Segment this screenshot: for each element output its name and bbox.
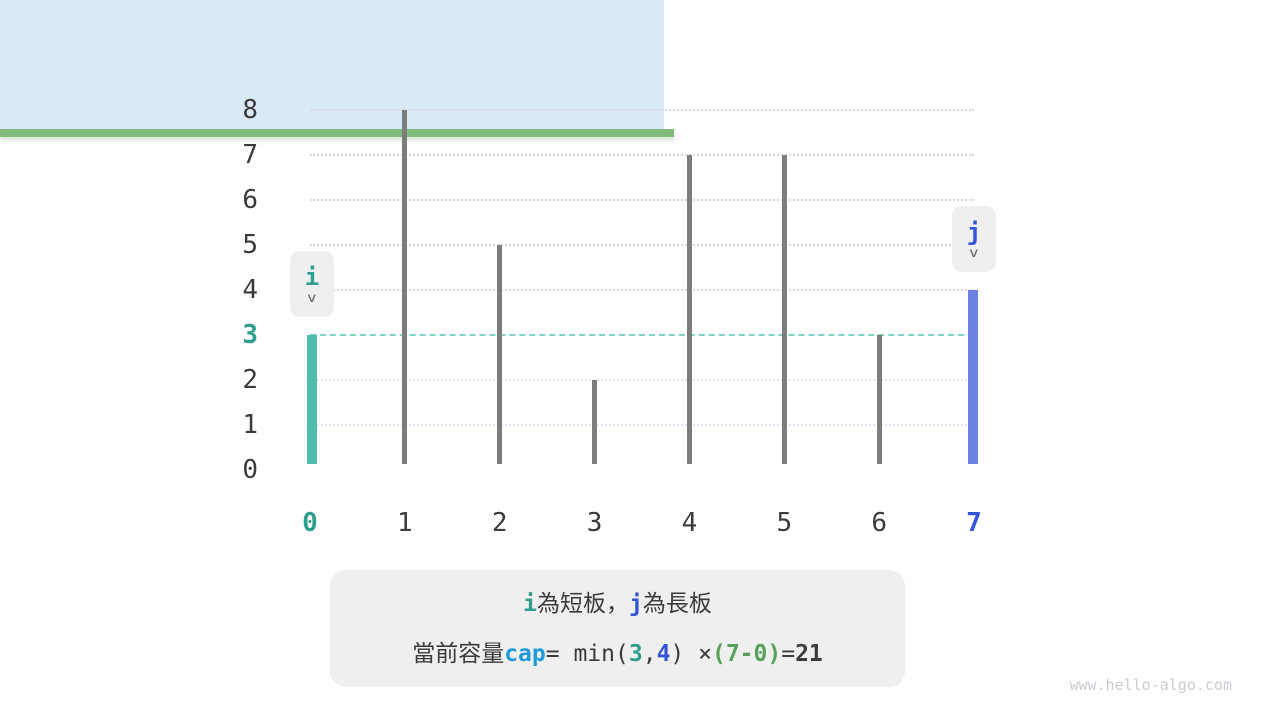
chevron-down-icon: ∨ <box>967 244 981 260</box>
water-surface-line <box>310 334 974 336</box>
gridline <box>310 109 974 111</box>
caption-segment: , <box>642 640 657 667</box>
caption-segment: 4 <box>656 640 671 667</box>
x-tick-label: 1 <box>397 508 413 538</box>
pointer-bar-j <box>968 290 978 464</box>
y-tick-label: 7 <box>242 140 258 170</box>
caption-segment: 為長板 <box>642 590 712 617</box>
gridline <box>310 289 974 291</box>
water-area <box>0 0 664 129</box>
gridline <box>310 424 974 426</box>
caption-segment: 當前容量 <box>412 639 505 666</box>
caption-segment: 為短板， <box>537 590 629 617</box>
caption-segment: (7-0) <box>711 640 782 667</box>
bar <box>781 155 787 464</box>
pointer-label-j: j <box>966 217 982 246</box>
pointer-label-i: i <box>304 262 320 291</box>
caption-segment: i <box>523 591 537 618</box>
pointer-box-j: j ∨ <box>952 206 996 272</box>
x-tick-label: 6 <box>871 508 887 538</box>
y-tick-label: 6 <box>242 185 258 215</box>
bar <box>686 155 692 464</box>
x-tick-label: 0 <box>302 508 318 538</box>
y-tick-label: 4 <box>242 275 258 305</box>
bar <box>876 335 882 464</box>
pointer-box-i: i ∨ <box>290 251 334 317</box>
y-tick-label: 3 <box>242 320 258 350</box>
caption-segment: = min( <box>545 640 629 667</box>
y-tick-label: 5 <box>242 230 258 260</box>
y-tick-label: 0 <box>242 455 258 485</box>
x-tick-label: 4 <box>681 508 698 538</box>
x-tick-label: 3 <box>586 508 603 538</box>
caption-segment: j <box>629 591 643 618</box>
x-tick-label: 2 <box>491 508 508 538</box>
gridline <box>310 154 974 156</box>
caption-segment: = <box>781 640 796 667</box>
caption-line-1: i 為短板， j 為長板 <box>523 588 712 619</box>
chevron-down-icon: ∨ <box>305 289 319 305</box>
caption-segment: ) × <box>670 640 712 667</box>
y-tick-label: 8 <box>242 95 258 125</box>
baseline-bar <box>0 129 674 137</box>
bar <box>497 245 503 464</box>
gridline <box>310 379 974 381</box>
y-tick-label: 1 <box>242 410 258 440</box>
y-tick-label: 2 <box>242 365 258 395</box>
caption-segment: 3 <box>628 640 643 667</box>
caption-segment: cap <box>504 640 546 667</box>
gridline <box>310 244 974 246</box>
caption-segment: 21 <box>795 640 823 667</box>
caption-line-2: 當前容量 cap = min(3, 4) × (7-0) = 21 <box>412 638 823 669</box>
pointer-bar-i <box>307 335 317 464</box>
x-tick-label: 7 <box>966 508 982 538</box>
x-tick-label: 5 <box>776 508 793 538</box>
bar <box>592 380 598 464</box>
bar <box>402 110 408 464</box>
caption-box: i 為短板， j 為長板 當前容量 cap = min(3, 4) × (7-0)… <box>330 570 905 687</box>
watermark: www.hello-algo.com <box>1069 676 1232 694</box>
gridline <box>310 199 974 201</box>
